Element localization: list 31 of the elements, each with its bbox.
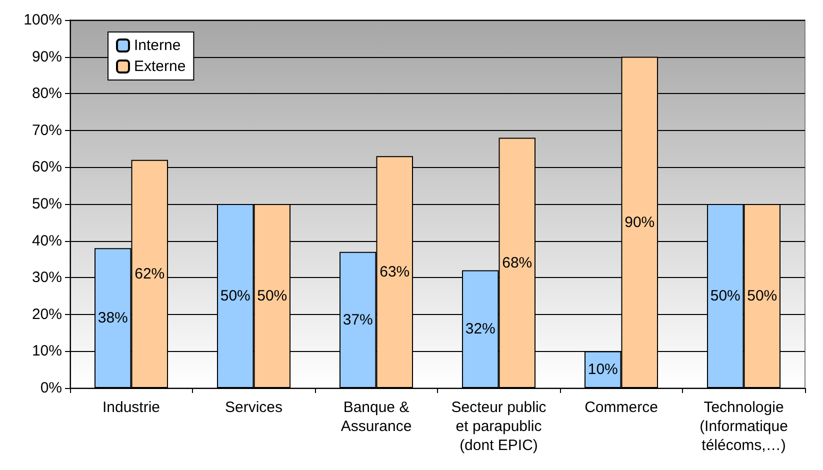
data-label: 32% (465, 320, 496, 338)
x-tick-label: Industrie (102, 399, 160, 416)
y-tick-label: 50% (32, 196, 62, 212)
y-tick-label: 60% (32, 158, 62, 176)
data-label: 68% (502, 254, 532, 272)
x-tick-label: Technologie (Informatique télécoms,…) (700, 399, 788, 454)
y-tick-label: 30% (32, 269, 62, 286)
y-tick-label: 10% (32, 342, 62, 360)
data-label: 50% (220, 288, 250, 304)
y-tick-label: 40% (32, 232, 62, 250)
y-tick-label: 80% (32, 85, 62, 102)
data-label: 37% (342, 311, 373, 328)
y-tick-label: 20% (32, 306, 62, 323)
x-tick-label: Commerce (584, 399, 658, 416)
legend-label: Externe (134, 58, 186, 75)
x-tick-label: Banque & Assurance (340, 399, 412, 435)
x-tick-label: Secteur public et parapublic (dont EPIC) (451, 399, 547, 454)
data-label: 50% (257, 288, 288, 304)
data-label: 50% (747, 288, 778, 304)
x-tick-label: Services (224, 399, 283, 416)
data-label: 62% (134, 265, 165, 282)
legend-label: Interne (134, 37, 181, 54)
data-label: 50% (710, 288, 740, 304)
data-label: 38% (98, 310, 128, 327)
data-label: 10% (588, 361, 618, 378)
data-label: 63% (380, 264, 410, 281)
data-label: 90% (624, 214, 655, 231)
y-tick-label: 70% (32, 122, 62, 139)
y-tick-label: 90% (32, 48, 62, 66)
y-tick-label: 0% (40, 380, 62, 396)
y-tick-label: 100% (24, 12, 62, 28)
